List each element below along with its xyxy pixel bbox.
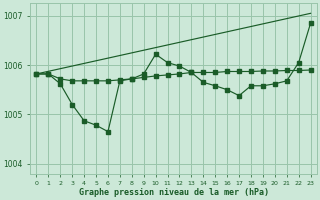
X-axis label: Graphe pression niveau de la mer (hPa): Graphe pression niveau de la mer (hPa) [78,188,268,197]
